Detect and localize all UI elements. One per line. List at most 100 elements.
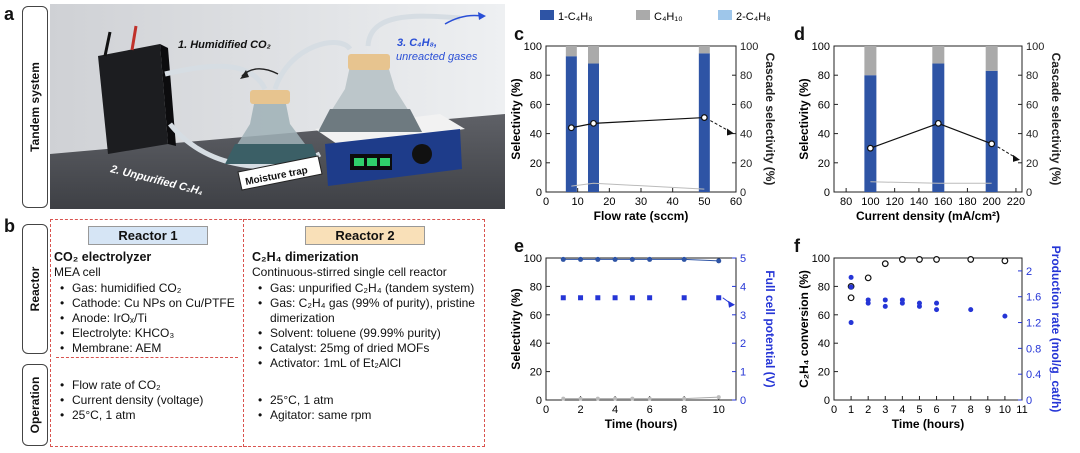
- x-tick-label: 1: [848, 404, 854, 416]
- cascade-point: [934, 119, 942, 127]
- reactor2-title: C₂H₄ dimerization: [252, 250, 359, 264]
- plot-frame: [833, 257, 1023, 401]
- reactor1-operation-item: 25°C, 1 atm: [56, 408, 203, 423]
- reactor2-item: Gas: C₂H₄ gas (99% of purity), pristine …: [254, 296, 480, 326]
- y-tick-label: 60: [530, 310, 542, 322]
- y2-tick-label: 40: [1026, 129, 1038, 141]
- y-tick-label: 80: [818, 281, 830, 293]
- selectivity-low-point: [630, 396, 635, 401]
- selectivity-point: [629, 256, 635, 262]
- panel-letter-f: f: [794, 236, 800, 256]
- x-tick-label: 2: [865, 404, 871, 416]
- conversion-point: [967, 256, 975, 263]
- humidifier-flask: [225, 90, 320, 164]
- y2-tick-label: 4: [740, 281, 746, 293]
- y2-tick-label: 1: [740, 367, 746, 379]
- y2-tick-label: 0: [740, 187, 746, 199]
- reactor1-item: Electrolyte: KHCO₃: [56, 326, 235, 341]
- x-tick-label: 140: [910, 196, 928, 208]
- rate-point: [848, 274, 854, 280]
- y2-tick-label: 0: [1026, 395, 1032, 407]
- chart-c: 0 10 20 30 40 50 60020406080100020406080100Flo…: [510, 41, 777, 223]
- axis-arrow: [710, 120, 731, 132]
- conversion-point: [898, 256, 906, 263]
- selectivity-point: [560, 256, 566, 262]
- panel-letter-d: d: [794, 24, 805, 44]
- rate-point: [848, 320, 854, 326]
- electrolyzer-cell: [98, 25, 176, 154]
- bar-c4h10: [565, 46, 577, 57]
- reactor2-header: Reactor 2: [305, 226, 425, 245]
- label-humidified-co2: 1. Humidified CO₂: [178, 39, 271, 51]
- x-tick-label: 4: [612, 404, 618, 416]
- y2-tick-label: 0: [740, 395, 746, 407]
- y-axis-label: C₂H₄ conversion (%): [797, 270, 811, 388]
- x-tick-label: 20: [603, 196, 615, 208]
- potential-point: [629, 295, 635, 301]
- reactor2-list: Gas: unpurified C₂H₄ (tandem system) Gas…: [254, 281, 480, 371]
- axis-arrowhead: [727, 128, 734, 136]
- potential-point: [647, 295, 653, 301]
- y2-tick-label: 0.8: [1026, 343, 1041, 355]
- legend-swatch-2c4h8: [718, 10, 732, 20]
- cascade-low-line: [571, 182, 705, 190]
- x-tick-label: 5: [916, 404, 922, 416]
- legend-swatch-1c4h8: [540, 10, 554, 20]
- x-tick-label: 30: [635, 196, 647, 208]
- rate-point: [848, 284, 854, 290]
- x-tick-label: 7: [951, 404, 957, 416]
- bar-1c4h8: [588, 63, 599, 192]
- selectivity-point: [647, 256, 653, 262]
- y2-tick-label: 40: [740, 129, 752, 141]
- bar-1c4h8: [698, 53, 710, 192]
- rate-point: [899, 300, 905, 306]
- cascade-point: [988, 140, 996, 148]
- potential-point: [595, 295, 601, 301]
- conversion-point: [933, 256, 940, 263]
- reactor1-header: Reactor 1: [88, 226, 208, 245]
- conversion-point: [864, 274, 872, 282]
- y2-tick-label: 0: [1026, 187, 1032, 199]
- y-tick-label: 60: [530, 99, 542, 111]
- x-tick-label: 10: [999, 404, 1011, 416]
- reactor1-box: [50, 219, 247, 447]
- selectivity-low-point: [578, 396, 583, 401]
- x-tick-label: 10: [713, 404, 725, 416]
- x-axis-label: Current density (mA/cm²): [856, 209, 1000, 223]
- x-axis-label: Flow rate (sccm): [594, 209, 689, 223]
- x-tick-label: 100: [861, 196, 879, 208]
- conversion-point: [1001, 257, 1009, 265]
- x-tick-label: 50: [698, 196, 710, 208]
- potential-point: [560, 295, 566, 301]
- bar-1c4h8: [565, 56, 577, 192]
- y2-tick-label: 2: [740, 338, 746, 350]
- cascade-point: [567, 124, 575, 132]
- tandem-system-label: Tandem system: [28, 62, 42, 152]
- y-tick-label: 100: [524, 41, 542, 53]
- y2-axis-label: Full cell potential (V): [763, 270, 777, 387]
- y-tick-label: 80: [818, 70, 830, 82]
- cascade-point: [700, 114, 708, 121]
- y-axis-label: Selectivity (%): [797, 78, 811, 159]
- reactor1-item: Membrane: AEM: [56, 341, 235, 356]
- moisture-trap: [237, 155, 323, 191]
- x-tick-label: 80: [840, 196, 852, 208]
- bar-1c4h8: [864, 75, 877, 192]
- rate-point: [916, 303, 922, 309]
- conversion-point: [881, 260, 889, 268]
- co2-tube: [164, 63, 268, 91]
- y2-tick-label: 0.4: [1026, 369, 1041, 381]
- y2-tick-label: 60: [1026, 99, 1038, 111]
- selectivity-point: [716, 258, 722, 264]
- operation-label: Operation: [28, 376, 42, 434]
- y2-tick-label: 100: [1026, 41, 1044, 53]
- potential-arrowhead: [728, 300, 735, 308]
- y-tick-label: 60: [818, 310, 830, 322]
- reactor1-operation-list: Flow rate of CO₂ Current density (voltag…: [56, 378, 203, 423]
- operation-tab: Operation: [22, 364, 48, 446]
- chart-legend: 1-C₄H₈ C₄H₁₀ 2-C₄H₈: [540, 10, 771, 23]
- cascade-point: [590, 119, 597, 127]
- x-tick-label: 0: [543, 404, 549, 416]
- reactor1-subtitle: MEA cell: [54, 265, 101, 279]
- y2-axis-label: Production rate (mol/g_cat/h): [1049, 246, 1063, 413]
